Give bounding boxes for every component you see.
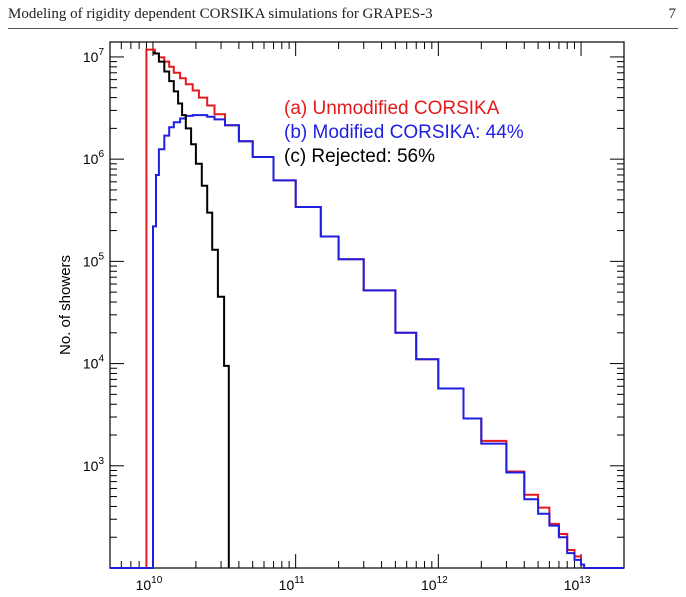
x-axis-ticks: 1010 1011 1012 1013 <box>109 42 625 593</box>
x-tick-label-13-base: 10 <box>564 577 580 593</box>
y-tick-label-6-base: 10 <box>83 151 99 167</box>
y-axis-label: No. of showers <box>57 255 74 355</box>
header-rule <box>8 28 678 29</box>
legend-entry-modified-corsika: (b) Modified CORSIKA: 44% <box>284 122 524 143</box>
running-header-title: Modeling of rigidity dependent CORSIKA s… <box>8 6 433 22</box>
y-tick-label-4-base: 10 <box>83 356 99 372</box>
legend-entry-rejected: (c) Rejected: 56% <box>284 146 435 167</box>
legend: (a) Unmodified CORSIKA (b) Modified CORSI… <box>284 98 524 167</box>
y-tick-label-7: 107 <box>83 47 105 65</box>
page-number: 7 <box>668 6 677 22</box>
x-tick-label-11: 1011 <box>279 575 305 593</box>
x-tick-label-12-exponent: 12 <box>437 575 449 586</box>
page-header: Modeling of rigidity dependent CORSIKA s… <box>0 0 686 40</box>
x-tick-label-10: 1010 <box>136 575 163 593</box>
y-tick-label-5: 105 <box>83 251 105 269</box>
series-modified-corsika-line <box>110 114 624 569</box>
y-tick-label-4: 104 <box>83 354 105 372</box>
y-tick-label-6: 106 <box>83 149 105 167</box>
y-tick-label-5-base: 10 <box>83 253 99 269</box>
x-tick-label-11-exponent: 11 <box>294 575 305 586</box>
series-rejected-line <box>153 51 230 568</box>
x-tick-label-12-base: 10 <box>421 577 437 593</box>
y-tick-label-3-exponent: 3 <box>98 456 104 467</box>
y-tick-label-5-exponent: 5 <box>98 251 104 262</box>
x-tick-label-13-exponent: 13 <box>579 575 591 586</box>
x-tick-label-10-base: 10 <box>136 577 152 593</box>
y-tick-label-6-exponent: 6 <box>98 149 104 160</box>
y-tick-label-7-exponent: 7 <box>98 47 104 58</box>
y-tick-label-7-base: 10 <box>83 49 99 65</box>
x-tick-label-11-base: 10 <box>279 577 295 593</box>
series-lines <box>110 48 624 569</box>
x-tick-label-10-exponent: 10 <box>151 575 163 586</box>
y-tick-label-4-exponent: 4 <box>98 354 104 365</box>
x-tick-label-13: 1013 <box>564 575 591 593</box>
legend-entry-unmodified-corsika: (a) Unmodified CORSIKA <box>284 98 500 119</box>
plot-frame <box>109 41 625 569</box>
x-tick-label-12: 1012 <box>421 575 448 593</box>
y-tick-label-3-base: 10 <box>83 458 99 474</box>
y-tick-label-3: 103 <box>83 456 105 474</box>
